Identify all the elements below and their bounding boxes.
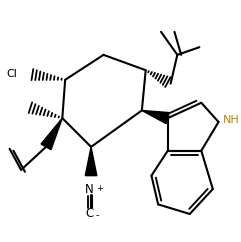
- Polygon shape: [85, 147, 97, 176]
- Text: C: C: [85, 207, 93, 220]
- Polygon shape: [41, 118, 62, 150]
- Text: Cl: Cl: [6, 69, 17, 79]
- Text: +: +: [96, 184, 103, 193]
- Text: NH: NH: [223, 115, 240, 125]
- Polygon shape: [142, 110, 169, 124]
- Text: N: N: [85, 182, 94, 196]
- Text: -: -: [96, 210, 99, 220]
